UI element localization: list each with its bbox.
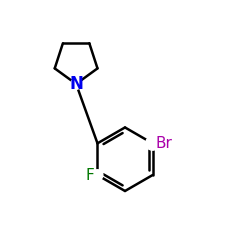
- Text: Br: Br: [156, 136, 172, 151]
- Text: F: F: [86, 168, 94, 182]
- Circle shape: [146, 136, 159, 150]
- Circle shape: [92, 170, 103, 180]
- Circle shape: [71, 78, 82, 89]
- Text: N: N: [69, 75, 83, 93]
